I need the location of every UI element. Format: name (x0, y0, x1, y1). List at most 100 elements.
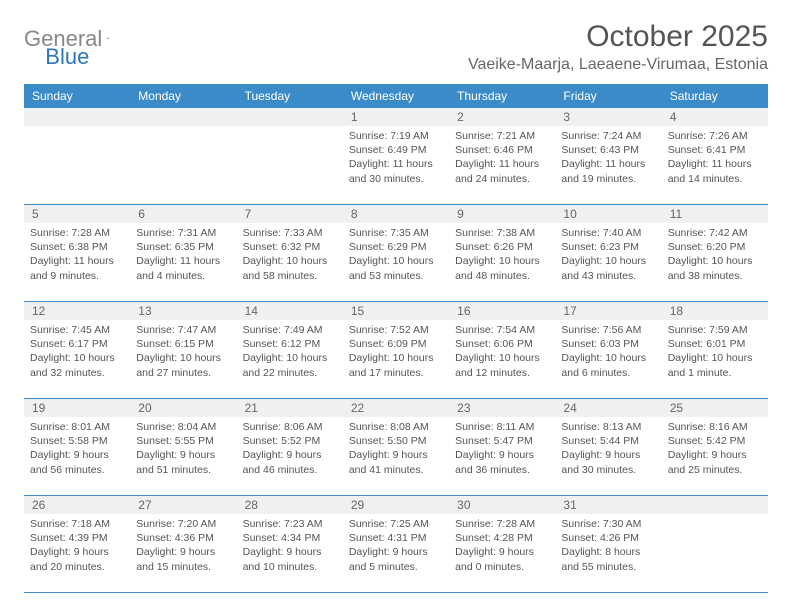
daylight1-text: Daylight: 10 hours (668, 254, 762, 268)
daylight2-text: and 51 minutes. (136, 463, 230, 477)
sunset-text: Sunset: 5:42 PM (668, 434, 762, 448)
daylight2-text: and 6 minutes. (561, 366, 655, 380)
sunset-text: Sunset: 6:23 PM (561, 240, 655, 254)
daylight1-text: Daylight: 9 hours (349, 545, 443, 559)
daylight1-text: Daylight: 10 hours (30, 351, 124, 365)
day-number: 29 (343, 496, 449, 514)
day-cell: Sunrise: 7:49 AMSunset: 6:12 PMDaylight:… (237, 320, 343, 398)
sunset-text: Sunset: 4:26 PM (561, 531, 655, 545)
sunrise-text: Sunrise: 8:01 AM (30, 420, 124, 434)
day-cell: Sunrise: 7:38 AMSunset: 6:26 PMDaylight:… (449, 223, 555, 301)
day-number: 21 (237, 399, 343, 417)
sunset-text: Sunset: 6:46 PM (455, 143, 549, 157)
sunrise-text: Sunrise: 8:11 AM (455, 420, 549, 434)
daylight2-text: and 5 minutes. (349, 560, 443, 574)
sunrise-text: Sunrise: 7:40 AM (561, 226, 655, 240)
daylight1-text: Daylight: 9 hours (455, 545, 549, 559)
day-cell: Sunrise: 7:28 AMSunset: 6:38 PMDaylight:… (24, 223, 130, 301)
daylight1-text: Daylight: 10 hours (349, 254, 443, 268)
daylight1-text: Daylight: 10 hours (243, 254, 337, 268)
sunrise-text: Sunrise: 7:23 AM (243, 517, 337, 531)
sunset-text: Sunset: 5:44 PM (561, 434, 655, 448)
day-number-row: 262728293031 (24, 496, 768, 514)
day-number: 23 (449, 399, 555, 417)
day-cell: Sunrise: 7:59 AMSunset: 6:01 PMDaylight:… (662, 320, 768, 398)
weeks-container: 1234Sunrise: 7:19 AMSunset: 6:49 PMDayli… (24, 108, 768, 593)
day-number: 9 (449, 205, 555, 223)
daylight2-text: and 27 minutes. (136, 366, 230, 380)
daylight2-text: and 24 minutes. (455, 172, 549, 186)
sunrise-text: Sunrise: 7:21 AM (455, 129, 549, 143)
daylight1-text: Daylight: 10 hours (455, 351, 549, 365)
daylight1-text: Daylight: 9 hours (243, 448, 337, 462)
sunset-text: Sunset: 4:34 PM (243, 531, 337, 545)
day-number: 13 (130, 302, 236, 320)
daylight1-text: Daylight: 11 hours (349, 157, 443, 171)
sunset-text: Sunset: 5:47 PM (455, 434, 549, 448)
sunset-text: Sunset: 5:52 PM (243, 434, 337, 448)
daylight1-text: Daylight: 9 hours (243, 545, 337, 559)
daylight1-text: Daylight: 10 hours (455, 254, 549, 268)
daylight2-text: and 9 minutes. (30, 269, 124, 283)
sunrise-text: Sunrise: 7:56 AM (561, 323, 655, 337)
day-number (130, 108, 236, 126)
daylight1-text: Daylight: 9 hours (561, 448, 655, 462)
weekday-header: Friday (555, 84, 661, 108)
sunset-text: Sunset: 6:32 PM (243, 240, 337, 254)
sunset-text: Sunset: 4:31 PM (349, 531, 443, 545)
sunset-text: Sunset: 6:17 PM (30, 337, 124, 351)
daylight2-text: and 30 minutes. (349, 172, 443, 186)
day-cell: Sunrise: 7:23 AMSunset: 4:34 PMDaylight:… (237, 514, 343, 592)
sunset-text: Sunset: 6:09 PM (349, 337, 443, 351)
day-number: 30 (449, 496, 555, 514)
day-cell: Sunrise: 7:18 AMSunset: 4:39 PMDaylight:… (24, 514, 130, 592)
day-cell (24, 126, 130, 204)
day-cell: Sunrise: 7:47 AMSunset: 6:15 PMDaylight:… (130, 320, 236, 398)
day-cell: Sunrise: 7:21 AMSunset: 6:46 PMDaylight:… (449, 126, 555, 204)
day-cell: Sunrise: 8:01 AMSunset: 5:58 PMDaylight:… (24, 417, 130, 495)
weekday-header-row: Sunday Monday Tuesday Wednesday Thursday… (24, 84, 768, 108)
daylight2-text: and 43 minutes. (561, 269, 655, 283)
day-number: 2 (449, 108, 555, 126)
daylight1-text: Daylight: 11 hours (668, 157, 762, 171)
day-number: 8 (343, 205, 449, 223)
daylight1-text: Daylight: 11 hours (30, 254, 124, 268)
daylight1-text: Daylight: 9 hours (455, 448, 549, 462)
day-number-row: 19202122232425 (24, 399, 768, 417)
sunset-text: Sunset: 6:15 PM (136, 337, 230, 351)
daylight1-text: Daylight: 11 hours (561, 157, 655, 171)
day-cell (662, 514, 768, 592)
sunrise-text: Sunrise: 8:04 AM (136, 420, 230, 434)
daylight2-text: and 55 minutes. (561, 560, 655, 574)
day-number: 17 (555, 302, 661, 320)
sunset-text: Sunset: 4:28 PM (455, 531, 549, 545)
day-number: 31 (555, 496, 661, 514)
sunrise-text: Sunrise: 7:45 AM (30, 323, 124, 337)
sunrise-text: Sunrise: 7:42 AM (668, 226, 762, 240)
daylight2-text: and 17 minutes. (349, 366, 443, 380)
day-cell: Sunrise: 7:20 AMSunset: 4:36 PMDaylight:… (130, 514, 236, 592)
location-text: Vaeike-Maarja, Laeaene-Virumaa, Estonia (468, 56, 768, 74)
sunrise-text: Sunrise: 7:59 AM (668, 323, 762, 337)
day-cell: Sunrise: 8:04 AMSunset: 5:55 PMDaylight:… (130, 417, 236, 495)
daylight1-text: Daylight: 10 hours (561, 254, 655, 268)
day-number: 22 (343, 399, 449, 417)
week-row: Sunrise: 7:18 AMSunset: 4:39 PMDaylight:… (24, 514, 768, 593)
brand-logo: General Blue (24, 26, 175, 52)
day-cell: Sunrise: 8:11 AMSunset: 5:47 PMDaylight:… (449, 417, 555, 495)
day-number: 1 (343, 108, 449, 126)
daylight1-text: Daylight: 10 hours (668, 351, 762, 365)
daylight1-text: Daylight: 9 hours (668, 448, 762, 462)
day-cell: Sunrise: 7:35 AMSunset: 6:29 PMDaylight:… (343, 223, 449, 301)
day-number: 12 (24, 302, 130, 320)
daylight2-text: and 32 minutes. (30, 366, 124, 380)
daylight2-text: and 25 minutes. (668, 463, 762, 477)
sunrise-text: Sunrise: 7:31 AM (136, 226, 230, 240)
weekday-header: Tuesday (237, 84, 343, 108)
day-cell: Sunrise: 7:26 AMSunset: 6:41 PMDaylight:… (662, 126, 768, 204)
daylight2-text: and 48 minutes. (455, 269, 549, 283)
weekday-header: Thursday (449, 84, 555, 108)
daylight1-text: Daylight: 10 hours (561, 351, 655, 365)
daylight1-text: Daylight: 9 hours (349, 448, 443, 462)
sunset-text: Sunset: 5:55 PM (136, 434, 230, 448)
